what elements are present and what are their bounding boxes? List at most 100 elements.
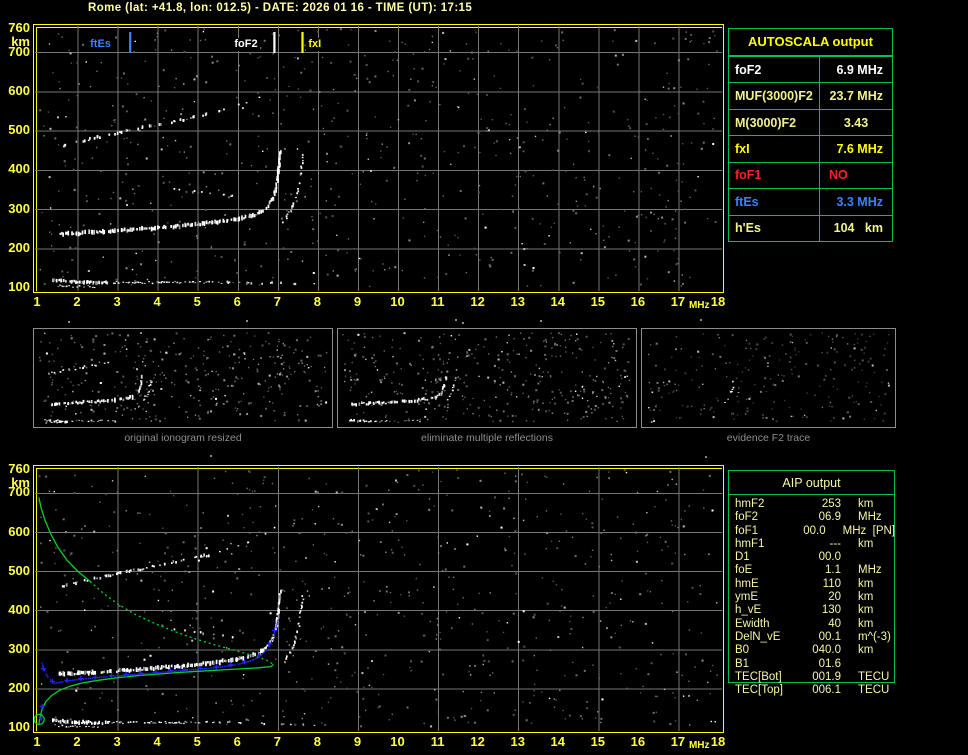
- x-axis-label: 3: [106, 735, 128, 749]
- aip-row: Ewidth40km: [728, 618, 895, 631]
- aip-row: h_vE130km: [728, 604, 895, 617]
- y-axis-label: 400: [2, 603, 30, 617]
- aip-row: hmE110km: [728, 578, 895, 591]
- echo-trace-Es-layer-thin: [374, 420, 421, 423]
- x-axis-label: 10: [387, 295, 409, 309]
- aip-unit-cell: MHz: [841, 564, 882, 577]
- y-axis-label: 500: [2, 564, 30, 578]
- aip-unit-cell: [841, 658, 858, 671]
- x-axis-label: 4: [146, 295, 168, 309]
- autoscala-param-cell: foF1: [729, 163, 820, 188]
- x-axis-label: 10: [387, 735, 409, 749]
- aip-row: DelN_vE00.1m^(-3): [728, 631, 895, 644]
- aip-table-rows: hmF2253kmfoF206.9MHzfoF100.0MHz [PN]hmF1…: [728, 498, 895, 697]
- autoscala-value-cell: 3.3 MHz: [820, 189, 892, 214]
- foF2-label: foF2: [232, 38, 259, 51]
- x-axis-label: 17: [667, 735, 689, 749]
- aip-row: hmF1---km: [728, 538, 895, 551]
- aip-row: TEC[Bot]001.9TECU: [728, 671, 895, 684]
- x-axis-label: 9: [346, 735, 368, 749]
- aip-value-cell: 20: [799, 591, 841, 604]
- stray-pixel: [246, 320, 248, 322]
- stray-pixel: [700, 319, 702, 321]
- aip-unit-cell: TECU: [841, 671, 889, 684]
- x-axis-label: 5: [186, 735, 208, 749]
- echo-trace-F-trace: [60, 150, 282, 237]
- ionogram-bottom-canvas: [34, 466, 723, 732]
- fxI-label: fxI: [306, 38, 323, 51]
- aip-unit-cell: km: [841, 604, 873, 617]
- x-axis-label: 18: [707, 295, 729, 309]
- aip-param-cell: B0: [728, 644, 799, 657]
- y-axis-label: 200: [2, 681, 30, 695]
- x-axis-label: 2: [66, 295, 88, 309]
- aip-param-cell: DelN_vE: [728, 631, 799, 644]
- echo-trace-Es-layer: [349, 419, 372, 423]
- autoscala-row: M(3000)F23.43: [729, 109, 892, 135]
- grid-lines: [35, 467, 722, 731]
- x-axis-label: 1: [26, 735, 48, 749]
- stray-pixel: [68, 321, 70, 323]
- aip-unit-cell: km: [841, 498, 873, 511]
- freq-marker-line-fxI: [301, 32, 303, 53]
- autoscala-value-cell: 104 km: [820, 216, 892, 241]
- y-axis-label: 600: [2, 84, 30, 98]
- x-axis-label: 13: [507, 295, 529, 309]
- x-axis-label: 7: [266, 735, 288, 749]
- x-axis-label: 16: [627, 735, 649, 749]
- aip-row: foE1.1MHz: [728, 564, 895, 577]
- thumbnail-original-ionogram: original ionogram resized: [33, 328, 333, 428]
- aip-value-cell: 006.1: [799, 684, 841, 697]
- x-axis-label: 17: [667, 295, 689, 309]
- stray-pixel: [705, 456, 707, 458]
- x-axis-label: 9: [346, 295, 368, 309]
- aip-value-cell: 253: [799, 498, 841, 511]
- echo-trace-F-trace: [51, 375, 142, 406]
- x-axis-label: 7: [266, 295, 288, 309]
- aip-param-cell: Ewidth: [728, 618, 799, 631]
- aip-param-cell: TEC[Top]: [728, 684, 799, 697]
- x-axis-label: 15: [587, 735, 609, 749]
- aip-value-cell: 1.1: [799, 564, 841, 577]
- x-axis-label: 14: [547, 735, 569, 749]
- profile-topside-solid: [39, 497, 90, 581]
- echo-trace-F-trace-xmode: [447, 377, 457, 400]
- autoscala-value-cell: 23.7 MHz: [820, 83, 892, 108]
- aip-value-cell: 01.6: [799, 658, 841, 671]
- echo-trace-left-bit-high: [652, 392, 654, 394]
- echo-trace-second-hop-ext: [218, 97, 260, 113]
- aip-table-title: AIP output: [729, 471, 894, 495]
- aip-value-cell: 06.9: [799, 511, 841, 524]
- aip-value-cell: 00.1: [799, 631, 841, 644]
- x-axis-label: 3: [106, 295, 128, 309]
- x-axis-label: 14: [547, 295, 569, 309]
- thumbnail-evidence-f2-trace: evidence F2 trace: [641, 328, 896, 428]
- x-axis-label: 2: [66, 735, 88, 749]
- autoscala-output-table: AUTOSCALA output foF26.9 MHzMUF(3000)F22…: [728, 28, 893, 242]
- aip-unit-cell: MHz: [841, 511, 882, 524]
- aip-value-cell: 001.9: [799, 671, 841, 684]
- echo-trace-Es-second: [58, 285, 96, 289]
- autoscala-param-cell: M(3000)F2: [729, 110, 820, 135]
- echo-trace-F-trace: [59, 590, 282, 677]
- echo-trace-Es-layer-thin: [109, 721, 222, 724]
- x-axis-label: 13: [507, 735, 529, 749]
- freq-marker-line-foF2: [273, 32, 275, 53]
- x-axis-label: 12: [467, 295, 489, 309]
- autoscala-param-cell: foF2: [729, 57, 820, 82]
- aip-param-cell: h_vE: [728, 604, 799, 617]
- aip-value-cell: 00.0: [790, 525, 826, 538]
- aip-unit-cell: [841, 551, 858, 564]
- aip-value-cell: 00.0: [799, 551, 841, 564]
- x-axis-label: 6: [226, 735, 248, 749]
- echo-trace-second-hop-ext: [219, 527, 275, 553]
- y-axis-label: 600: [2, 525, 30, 539]
- x-axis-label: 6: [226, 295, 248, 309]
- ionogram-plot-top: ftEsfoF2fxI: [33, 24, 724, 293]
- autoscala-param-cell: h'Es: [729, 216, 820, 241]
- x-axis-label: 12: [467, 735, 489, 749]
- noise-layer: [39, 332, 327, 422]
- y-axis-label: 300: [2, 642, 30, 656]
- echo-trace-F-trace-xmode: [282, 154, 304, 223]
- x-axis-label: 1: [26, 295, 48, 309]
